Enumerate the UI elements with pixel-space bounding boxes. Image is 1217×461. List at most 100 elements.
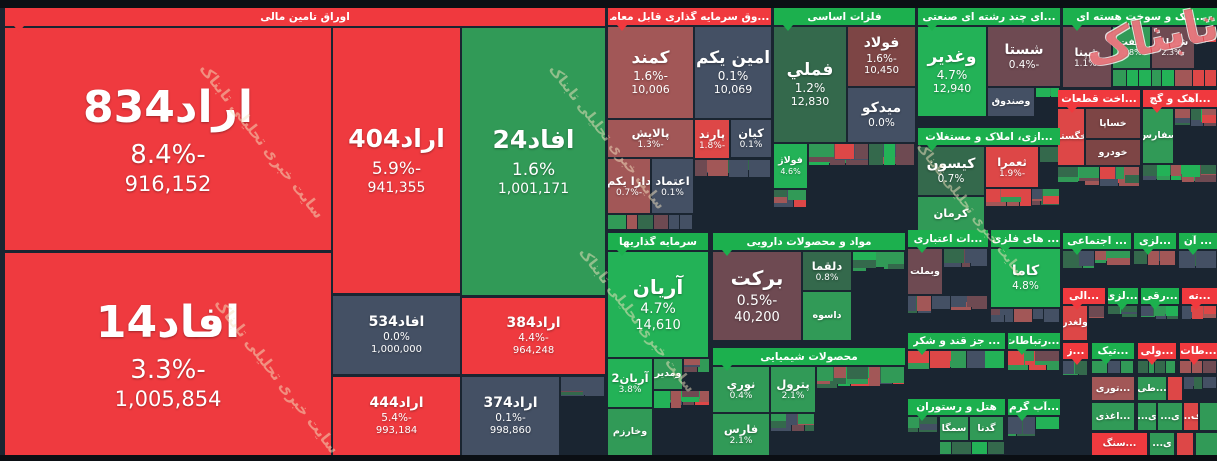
mosaic-tile[interactable] (1207, 27, 1216, 39)
block-r2[interactable] (1177, 433, 1193, 455)
cell-khodro[interactable]: خودرو (1086, 140, 1140, 165)
mosaic-tile[interactable] (1043, 189, 1059, 196)
mosaic-tile[interactable] (585, 377, 604, 391)
mosaic-tile[interactable] (869, 144, 883, 165)
mosaic-tile[interactable] (1063, 361, 1074, 374)
block-rowd-red[interactable] (1168, 377, 1182, 400)
mosaic-tile[interactable] (881, 367, 904, 383)
cell-shasta[interactable]: شستا -0.4% (988, 27, 1060, 86)
mosaic-tile[interactable] (1203, 361, 1216, 373)
mosaic-tile[interactable] (771, 414, 786, 421)
mosaic-tile[interactable] (774, 190, 787, 197)
cell-keyson[interactable]: کیسون 0.7% (918, 147, 984, 195)
cell-delghama[interactable]: دلقما 0.8% (803, 252, 851, 290)
mosaic-tile[interactable] (817, 367, 833, 381)
cell-noori[interactable]: نوري 0.4% (713, 367, 769, 412)
cell-dasveh[interactable]: داسوه (803, 292, 851, 340)
cell-afad14[interactable]: افاد14 -3.3% 1,005,854 (5, 253, 331, 455)
mosaic-tile[interactable] (1184, 377, 1193, 389)
mosaic-tile[interactable] (1194, 377, 1202, 389)
cell-samga[interactable]: سمگا (940, 417, 968, 440)
mosaic-tile[interactable] (932, 296, 950, 309)
cell-samra[interactable]: ثعمرا -1.9% (986, 147, 1038, 187)
mosaic-tile[interactable] (940, 442, 951, 454)
mosaic-tile[interactable] (1095, 251, 1106, 260)
mosaic-tile[interactable] (1175, 109, 1190, 118)
mosaic-tile[interactable] (708, 160, 728, 176)
mosaic-tile[interactable] (855, 144, 868, 159)
cell-afad534[interactable]: افاد534 0.0% 1,000,000 (333, 296, 460, 374)
mosaic-tile[interactable] (988, 442, 1004, 454)
cell-vghadir[interactable]: وغدیر 4.7% 12,940 (918, 27, 986, 116)
cell-vlghadr[interactable]: ولغدر (1063, 306, 1087, 340)
cell-shetran[interactable]: شتران -2.3% (1152, 27, 1194, 68)
mosaic-tile[interactable] (877, 252, 886, 264)
mosaic-tile[interactable] (1182, 165, 1200, 177)
mosaic-tile[interactable] (1058, 167, 1078, 177)
mosaic-tile[interactable] (1192, 361, 1202, 373)
mosaic-tile[interactable] (788, 190, 806, 200)
cell-arad834[interactable]: اراد834 -8.4% 916,152 (5, 28, 331, 250)
block-g2[interactable] (1196, 433, 1217, 455)
block-y1[interactable]: ی... (1138, 403, 1156, 430)
mosaic-tile[interactable] (1089, 306, 1104, 317)
block-aghazi[interactable]: ...اغذی (1092, 403, 1134, 430)
cell-parand[interactable]: پارند -1.8% (695, 120, 729, 158)
mosaic-tile[interactable] (654, 391, 670, 408)
mosaic-tile[interactable] (701, 359, 709, 369)
mosaic-tile[interactable] (1157, 165, 1170, 176)
mosaic-tile[interactable] (1036, 417, 1059, 429)
mosaic-tile[interactable] (1166, 306, 1178, 316)
mosaic-tile[interactable] (985, 351, 1004, 368)
block-y2[interactable]: ی... (1158, 403, 1182, 430)
mosaic-tile[interactable] (1001, 309, 1013, 315)
mosaic-tile[interactable] (1040, 147, 1059, 162)
cell-vbmellat[interactable]: وبملت (908, 249, 942, 294)
mosaic-tile[interactable] (920, 417, 937, 424)
block-f1[interactable]: ف... (1184, 403, 1198, 430)
mosaic-tile[interactable] (1063, 361, 1074, 367)
mosaic-tile[interactable] (1044, 309, 1059, 322)
mosaic-tile[interactable] (908, 417, 919, 428)
mosaic-tile[interactable] (1196, 27, 1206, 39)
mosaic-tile[interactable] (1033, 309, 1043, 318)
mosaic-tile[interactable] (1139, 70, 1151, 86)
mosaic-tile[interactable] (1162, 70, 1174, 86)
cell-vkharazm[interactable]: وخارزم (608, 409, 652, 455)
mosaic-tile[interactable] (1079, 167, 1099, 178)
mosaic-tile[interactable] (1108, 306, 1120, 314)
mosaic-tile[interactable] (1022, 189, 1031, 202)
mosaic-tile[interactable] (1125, 167, 1139, 175)
cell-fars[interactable]: فارس 2.1% (713, 414, 769, 455)
mosaic-tile[interactable] (1179, 251, 1195, 268)
mosaic-tile[interactable] (967, 296, 987, 307)
mosaic-tile[interactable] (1008, 417, 1022, 434)
cell-vanaft[interactable]: ونفت 4.8% (1113, 27, 1150, 68)
mosaic-tile[interactable] (561, 377, 584, 391)
mosaic-tile[interactable] (1005, 309, 1013, 322)
mosaic-tile[interactable] (684, 359, 700, 365)
mosaic-tile[interactable] (1036, 88, 1050, 97)
mosaic-tile[interactable] (1107, 251, 1130, 258)
cell-kerman[interactable]: کرمان (918, 197, 984, 230)
mosaic-tile[interactable] (847, 367, 868, 379)
mosaic-tile[interactable] (1160, 251, 1175, 265)
mosaic-tile[interactable] (695, 160, 707, 176)
mosaic-tile[interactable] (787, 414, 797, 425)
cell-vmodir[interactable]: ومدیر (654, 359, 682, 389)
mosaic-tile[interactable] (972, 442, 987, 454)
block-y3[interactable]: ی... (1150, 433, 1174, 455)
cell-vsandogh[interactable]: وصندوق (988, 88, 1034, 116)
mosaic-tile[interactable] (608, 215, 626, 229)
cell-kama[interactable]: کاما 4.8% (991, 249, 1060, 307)
mosaic-tile[interactable] (1155, 361, 1165, 373)
mosaic-tile[interactable] (669, 215, 679, 229)
mosaic-tile[interactable] (1191, 109, 1201, 120)
mosaic-tile[interactable] (869, 367, 880, 386)
mosaic-tile[interactable] (1175, 70, 1192, 86)
mosaic-tile[interactable] (654, 215, 668, 229)
block-ti[interactable]: ...طی (1138, 377, 1166, 400)
mosaic-tile[interactable] (1023, 417, 1035, 434)
mosaic-tile[interactable] (798, 414, 814, 424)
cell-etemad[interactable]: اعتماد 0.1% (652, 159, 693, 213)
